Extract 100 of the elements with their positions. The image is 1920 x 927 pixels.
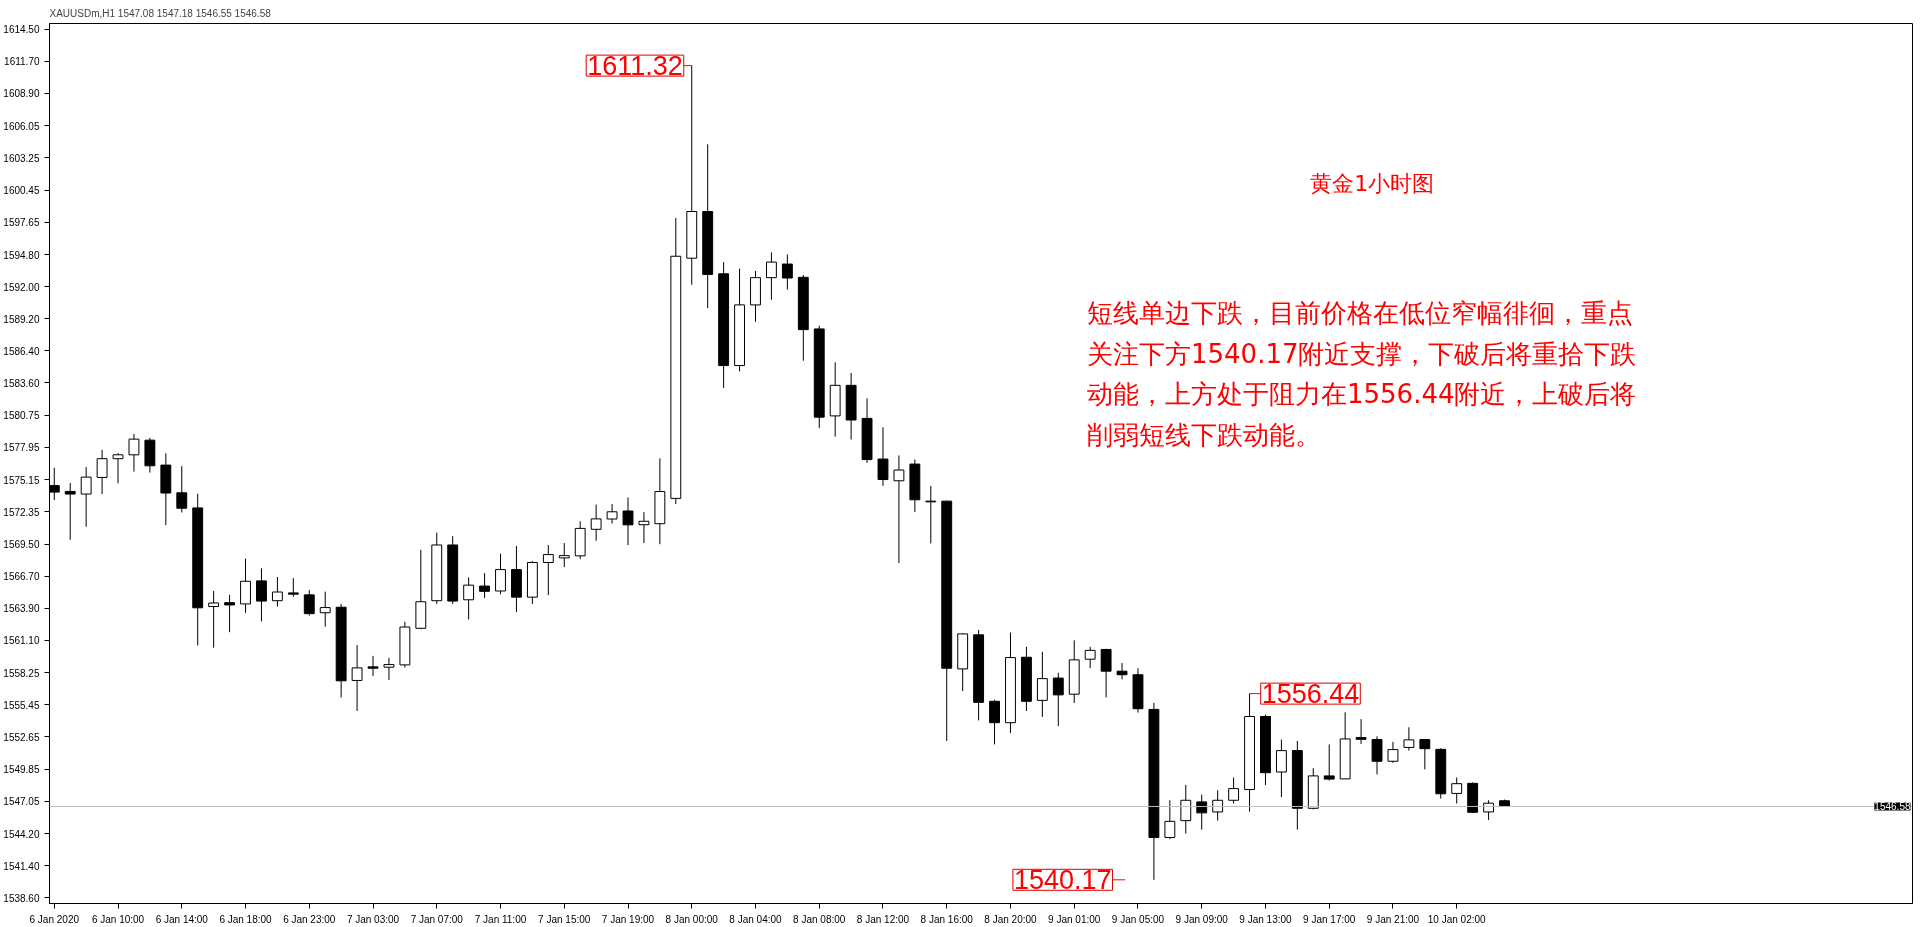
candlestick — [1483, 799, 1495, 821]
y-tick-label: 1538.60 — [3, 892, 40, 904]
candlestick — [463, 576, 475, 620]
x-tick-label: 8 Jan 12:00 — [856, 913, 910, 925]
x-tick-label: 8 Jan 00:00 — [665, 913, 719, 925]
candlestick — [1212, 789, 1224, 822]
x-tick-label: 7 Jan 19:00 — [601, 913, 655, 925]
candlestick — [558, 542, 570, 568]
y-tick-label: 1603.25 — [3, 152, 40, 164]
annotation: 1556.44 — [1261, 679, 1360, 710]
candlestick — [1355, 718, 1367, 745]
candlestick — [1196, 794, 1208, 831]
candlestick — [176, 465, 188, 513]
x-tick-label: 9 Jan 21:00 — [1366, 913, 1420, 925]
y-tick-label: 1580.75 — [3, 410, 40, 422]
candlestick — [893, 454, 905, 564]
x-tick-label: 7 Jan 11:00 — [474, 913, 527, 925]
y-tick-label: 1547.05 — [3, 796, 40, 808]
candlestick — [1164, 799, 1176, 840]
x-tick-label: 10 Jan 02:00 — [1427, 913, 1487, 925]
y-tick-label: 1611.70 — [4, 56, 40, 68]
y-tick-label: 1563.90 — [3, 603, 40, 615]
candlestick — [319, 591, 331, 628]
candlestick — [925, 485, 937, 544]
candlestick — [271, 576, 283, 608]
x-tick-label: 8 Jan 16:00 — [920, 913, 974, 925]
x-tick-label: 8 Jan 08:00 — [793, 913, 846, 925]
candlestick — [1036, 651, 1048, 718]
candlestick — [765, 251, 777, 301]
candlestick — [128, 433, 140, 473]
candlestick — [495, 553, 506, 595]
y-tick-label: 1569.50 — [3, 539, 40, 551]
y-tick-label: 1552.65 — [3, 732, 40, 743]
candlestick — [351, 644, 363, 712]
y-tick-label: 1566.70 — [3, 571, 40, 583]
y-tick-label: 1597.65 — [3, 217, 40, 229]
candlestick — [1228, 777, 1240, 804]
x-tick-label: 6 Jan 10:00 — [91, 913, 145, 925]
candlestick — [781, 253, 793, 291]
y-tick-label: 1608.90 — [3, 88, 40, 100]
candlestick — [208, 590, 220, 649]
candlestick — [622, 496, 634, 546]
chart-title: XAUUSDm,H1 1547.08 1547.18 1546.55 1546.58 — [49, 7, 272, 19]
candlestick — [303, 589, 315, 617]
y-tick-label: 1555.45 — [3, 699, 40, 711]
x-tick-label: 9 Jan 09:00 — [1175, 913, 1229, 925]
candlestick — [1419, 738, 1431, 770]
candlestick — [479, 572, 491, 599]
candlestick — [96, 449, 108, 495]
y-tick-label: 1614.50 — [3, 24, 40, 36]
x-tick-label: 6 Jan 23:00 — [283, 913, 336, 925]
candlestick — [1275, 739, 1287, 798]
candlestick — [383, 657, 395, 681]
candlestick — [1451, 777, 1463, 804]
candlestick — [606, 503, 618, 525]
candlestick — [287, 577, 299, 598]
candlestick — [1371, 735, 1383, 775]
y-tick-label: 1544.20 — [3, 828, 40, 840]
y-tick-label: 1541.40 — [3, 860, 40, 872]
candlestick — [1323, 743, 1335, 781]
candlestick — [1180, 784, 1192, 835]
y-tick-label: 1577.95 — [3, 442, 40, 454]
y-tick-label: 1583.60 — [3, 377, 40, 389]
candlestick — [1116, 662, 1128, 680]
y-tick-label: 1549.85 — [3, 764, 40, 776]
x-tick-label: 6 Jan 2020 — [29, 913, 80, 925]
x-tick-label: 9 Jan 05:00 — [1111, 913, 1165, 925]
x-tick-label: 6 Jan 14:00 — [155, 913, 209, 925]
candlestick — [989, 699, 1000, 745]
y-tick-label: 1594.80 — [3, 249, 40, 261]
y-tick-label: 1558.25 — [3, 667, 40, 679]
candlestick — [1084, 646, 1096, 669]
candlestick — [877, 426, 889, 487]
y-tick-label: 1592.00 — [3, 281, 40, 293]
candlestick — [1052, 672, 1064, 727]
candlestick — [112, 452, 124, 484]
y-tick-label: 1589.20 — [3, 313, 40, 325]
x-tick-label: 6 Jan 18:00 — [219, 913, 273, 925]
x-tick-label: 7 Jan 03:00 — [346, 913, 400, 925]
y-tick-label: 1575.15 — [3, 474, 40, 486]
x-tick-label: 7 Jan 07:00 — [410, 913, 464, 925]
candlestick — [367, 655, 379, 677]
candlestick — [1100, 648, 1112, 698]
candlestick — [590, 504, 602, 542]
candlestick — [1387, 741, 1399, 764]
y-tick-label: 1561.10 — [3, 635, 40, 647]
annotation: 黄金1小时图 — [1310, 171, 1435, 197]
candlestick — [1403, 726, 1415, 752]
y-tick-label: 1572.35 — [3, 506, 40, 518]
x-tick-label: 7 Jan 15:00 — [538, 913, 591, 925]
x-tick-label: 9 Jan 17:00 — [1303, 913, 1356, 925]
y-tick-label: 1586.40 — [3, 345, 40, 357]
candlestick — [240, 558, 251, 614]
candlestick — [638, 511, 650, 544]
x-tick-label: 8 Jan 04:00 — [729, 913, 783, 925]
candlestick — [80, 466, 92, 528]
candlestick — [224, 594, 236, 633]
annotation: 1611.32 — [587, 51, 683, 82]
x-tick-label: 8 Jan 20:00 — [984, 913, 1038, 925]
annotation: 1540.17 — [1013, 865, 1112, 896]
